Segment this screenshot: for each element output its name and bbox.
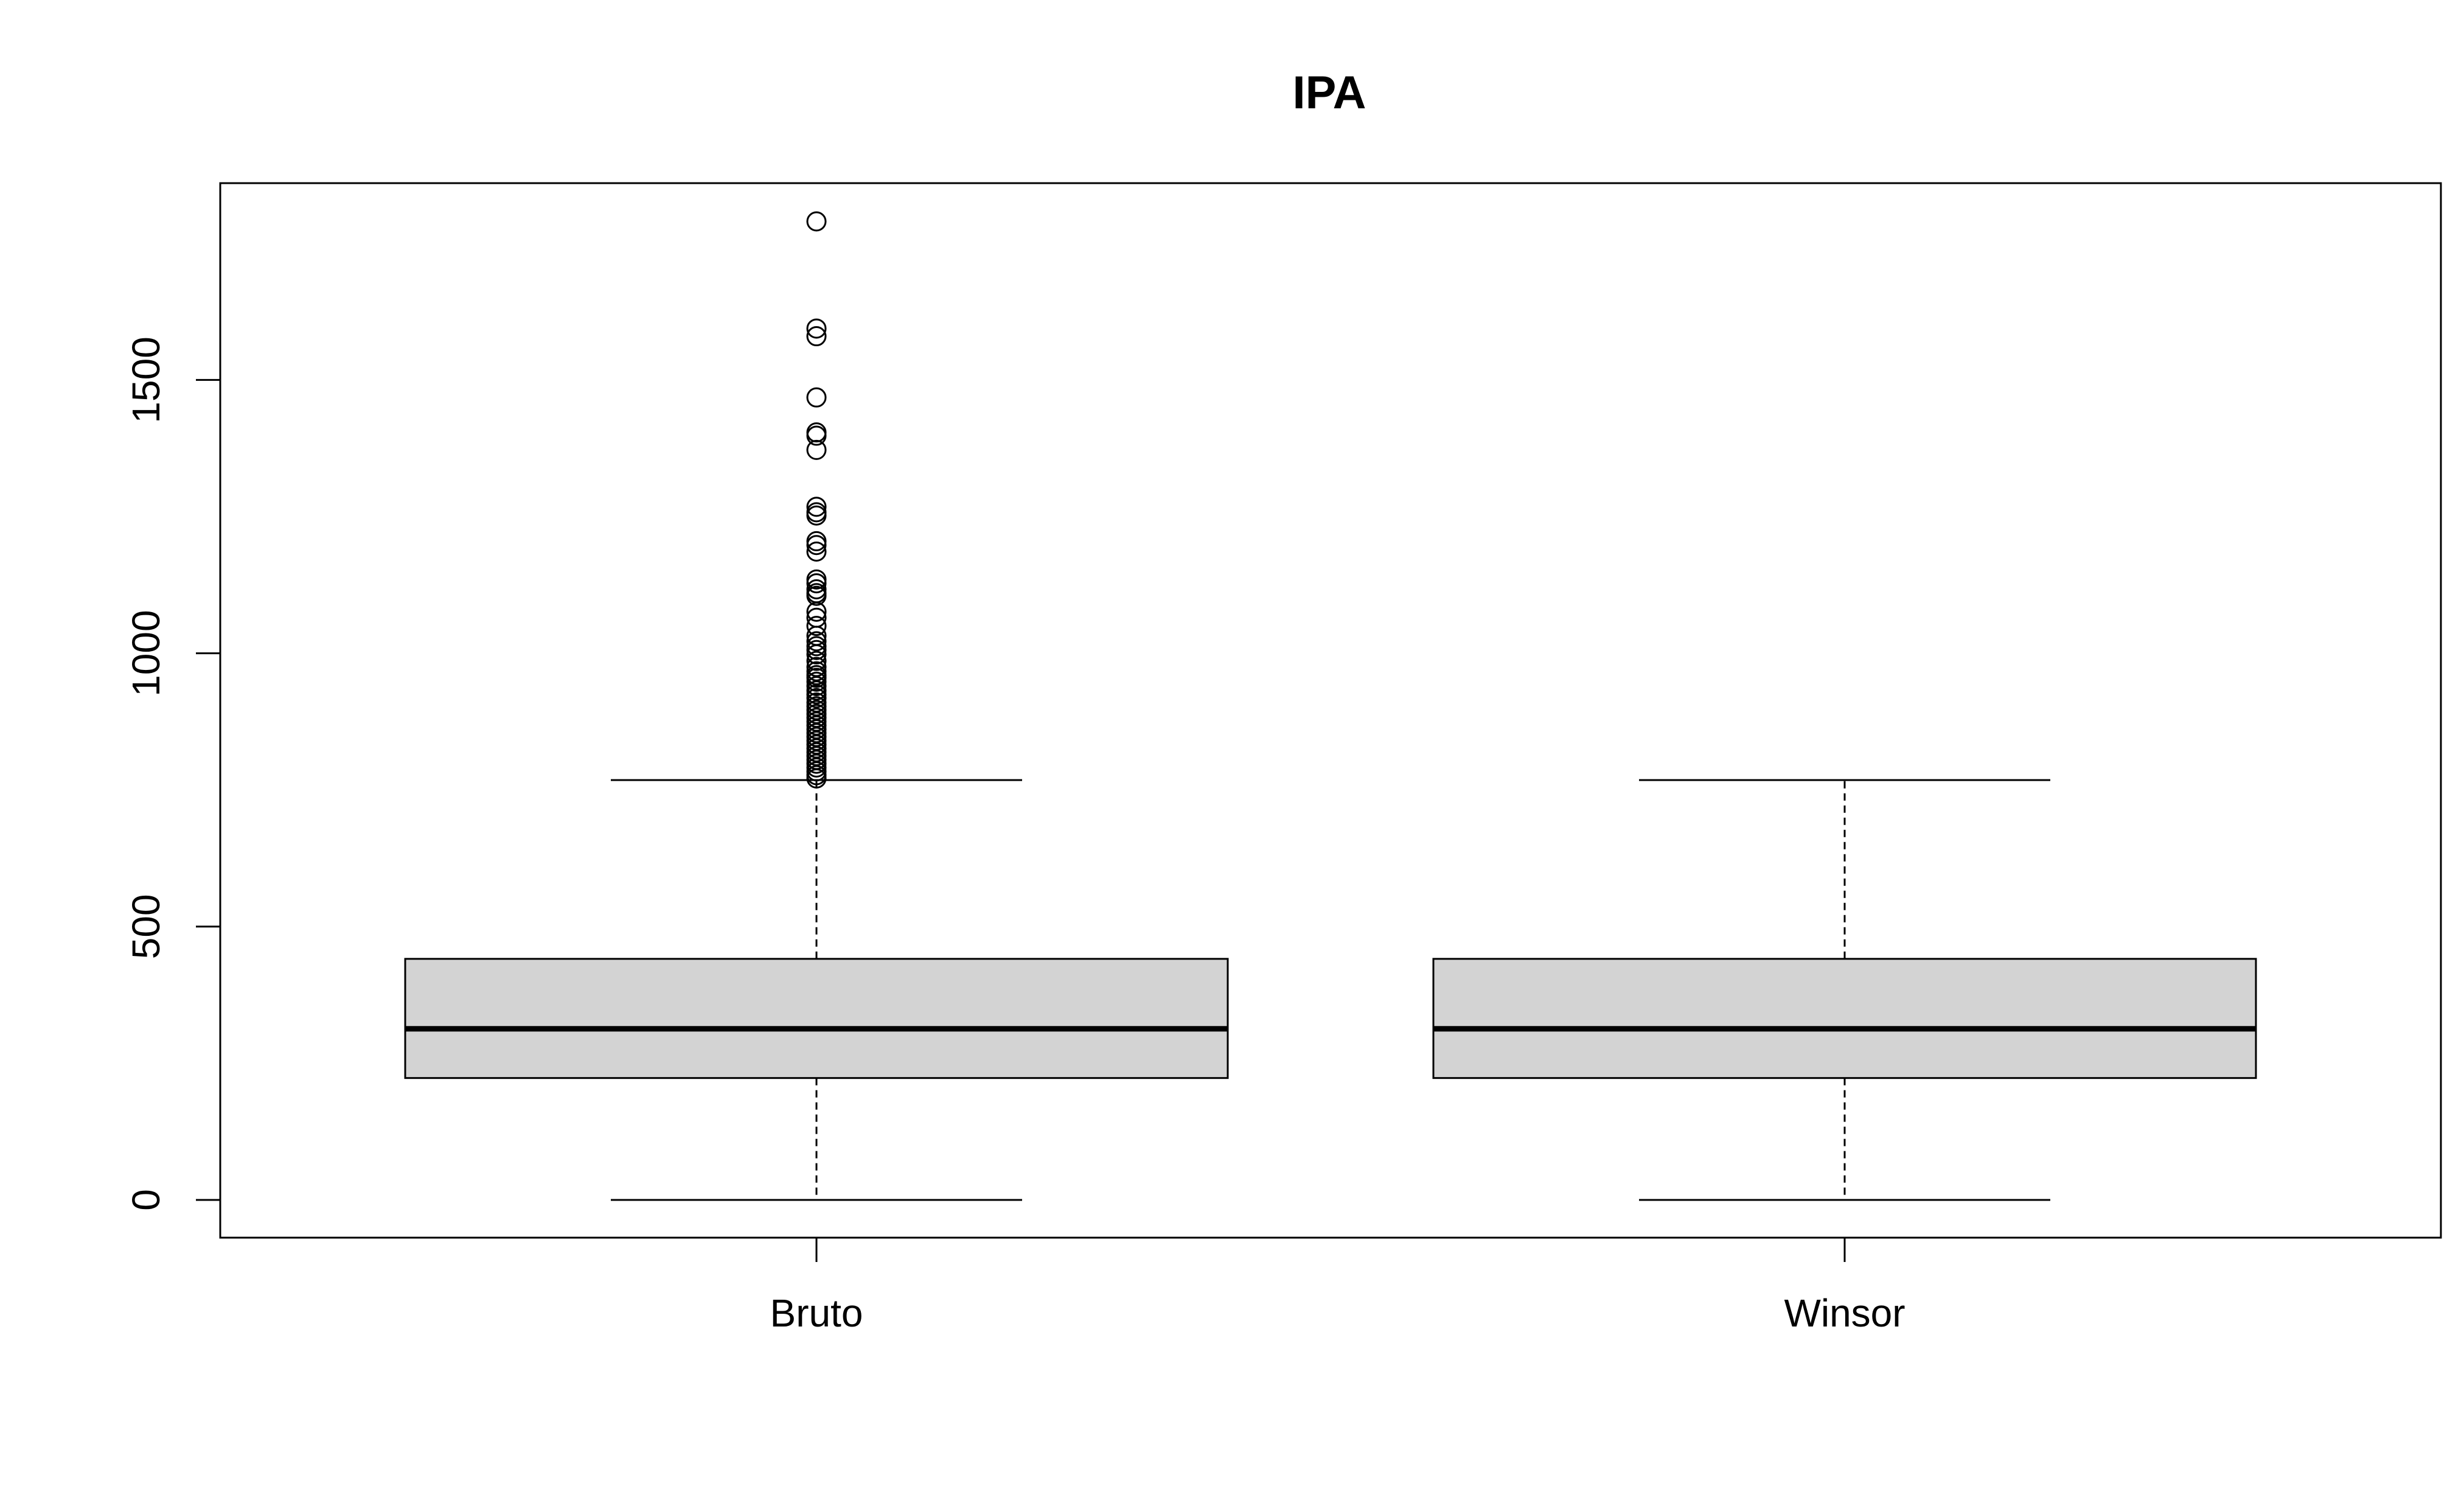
outlier-point <box>806 573 827 594</box>
outlier-point <box>806 318 827 339</box>
outlier-point <box>806 688 827 708</box>
outlier-point <box>806 535 827 556</box>
outlier-point <box>806 387 827 408</box>
box-winsor <box>1432 779 2257 1201</box>
iqr-box <box>404 958 1229 1079</box>
box-bruto <box>404 211 1229 1201</box>
outlier-point <box>806 676 827 697</box>
outlier-point <box>806 631 827 652</box>
outlier-point <box>806 671 827 692</box>
outlier-point <box>806 650 827 671</box>
outlier-point <box>806 640 827 660</box>
outlier-point <box>806 326 827 347</box>
outlier-point <box>806 425 827 446</box>
outlier-point <box>806 531 827 551</box>
iqr-box <box>1432 958 2257 1079</box>
outlier-point <box>806 505 827 526</box>
y-tick-label: 500 <box>124 894 168 959</box>
x-axis: Bruto Winsor <box>770 1236 1905 1335</box>
boxes <box>404 211 2257 1201</box>
outlier-point <box>806 601 827 622</box>
outlier-point <box>806 616 827 636</box>
outlier-point <box>806 497 827 517</box>
plot-frame <box>219 182 2442 1239</box>
outlier-point <box>806 211 827 232</box>
chart-title: IPA <box>1292 67 1366 119</box>
outlier-point <box>806 768 827 789</box>
y-axis: 0 500 1000 1500 <box>124 336 221 1211</box>
outlier-point <box>806 644 827 664</box>
y-tick-label: 1000 <box>124 610 168 696</box>
x-tick-label: Bruto <box>770 1291 863 1335</box>
x-tick-label: Winsor <box>1784 1291 1905 1335</box>
outlier-point <box>806 439 827 460</box>
y-tick-label: 0 <box>124 1189 168 1211</box>
y-tick-label: 1500 <box>124 336 168 423</box>
outlier-point <box>806 541 827 562</box>
outlier-point <box>806 585 827 606</box>
